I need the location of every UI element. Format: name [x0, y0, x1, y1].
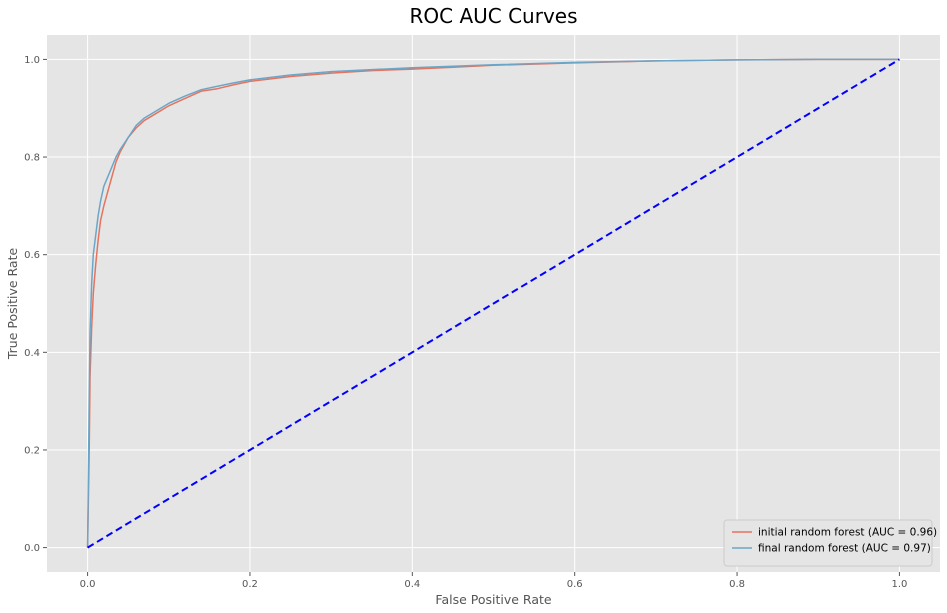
y-axis-ticks: 0.0 0.2 0.4 0.6 0.8 1.0 [24, 55, 47, 554]
y-tick-label: 1.0 [24, 55, 40, 66]
x-tick-label: 0.8 [729, 579, 745, 590]
y-tick-label: 0.6 [24, 250, 40, 261]
y-tick-label: 0.8 [24, 153, 40, 164]
legend-label: final random forest (AUC = 0.97) [758, 543, 931, 555]
y-tick-label: 0.4 [24, 348, 40, 359]
chance-diagonal-line [87, 58, 900, 549]
x-tick-label: 0.2 [242, 579, 258, 590]
x-axis-label: False Positive Rate [435, 592, 551, 607]
chart-title: ROC AUC Curves [409, 4, 577, 28]
x-axis-ticks: 0.0 0.2 0.4 0.6 0.8 1.0 [80, 572, 907, 590]
series-line-2 [86, 58, 900, 548]
legend-box [723, 519, 933, 567]
x-tick-label: 0.6 [567, 579, 583, 590]
y-tick-label: 0.2 [24, 445, 40, 456]
x-tick-label: 0.4 [404, 579, 420, 590]
x-tick-label: 0.0 [80, 579, 96, 590]
y-axis-label: True Positive Rate [5, 248, 20, 361]
legend-label: initial random forest (AUC = 0.96) [758, 527, 937, 539]
legend: initial random forest (AUC = 0.96) final … [723, 519, 937, 567]
y-tick-label: 0.0 [24, 543, 40, 554]
series-layer [86, 58, 900, 549]
x-tick-label: 1.0 [891, 579, 907, 590]
series-line-1 [86, 58, 900, 548]
